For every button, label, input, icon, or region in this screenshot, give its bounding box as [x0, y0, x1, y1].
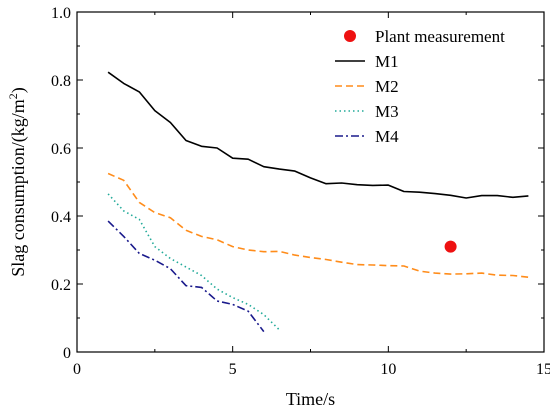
legend-label-plant: Plant measurement [375, 27, 505, 46]
y-tick-label: 0.2 [51, 277, 71, 294]
y-tick-label: 1.0 [51, 5, 71, 22]
legend-marker-plant [344, 30, 356, 42]
plot-frame [76, 11, 545, 353]
y-tick-label: 0.4 [51, 209, 71, 226]
y-tick-label: 0.8 [51, 73, 71, 90]
legend-label-m2: M2 [375, 77, 399, 96]
x-axis-label: Time/s [286, 389, 335, 409]
plot-layer [107, 71, 529, 333]
x-tick-label: 10 [380, 361, 396, 378]
series-line-m2 [107, 172, 529, 278]
legend-label-m4: M4 [375, 127, 399, 146]
series-line-m4 [107, 220, 265, 333]
y-axis-label-sup: 2 [6, 93, 20, 99]
x-tick-label: 0 [73, 361, 81, 378]
series-line-m1 [107, 71, 529, 199]
y-tick-label: 0.6 [51, 141, 71, 158]
series-line-m3 [107, 193, 280, 331]
legend-label-m1: M1 [375, 52, 399, 71]
y-axis-label: Slag consumption/(kg/m2) [6, 87, 29, 277]
legend-label-m3: M3 [375, 102, 399, 121]
legend: Plant measurement M1 M2 M3 M4 [335, 27, 505, 146]
y-axis-label-prefix: Slag consumption/(kg/m [8, 99, 29, 277]
x-tick-label: 15 [536, 361, 550, 378]
y-tick-label: 0 [63, 345, 71, 362]
x-tick-label: 5 [229, 361, 237, 378]
axis-layer: 0 5 10 15 0 0.2 0.4 0.6 0.8 1.0 [51, 5, 550, 378]
y-axis-label-suffix: ) [8, 87, 29, 93]
plant-measurement-point [444, 240, 457, 253]
